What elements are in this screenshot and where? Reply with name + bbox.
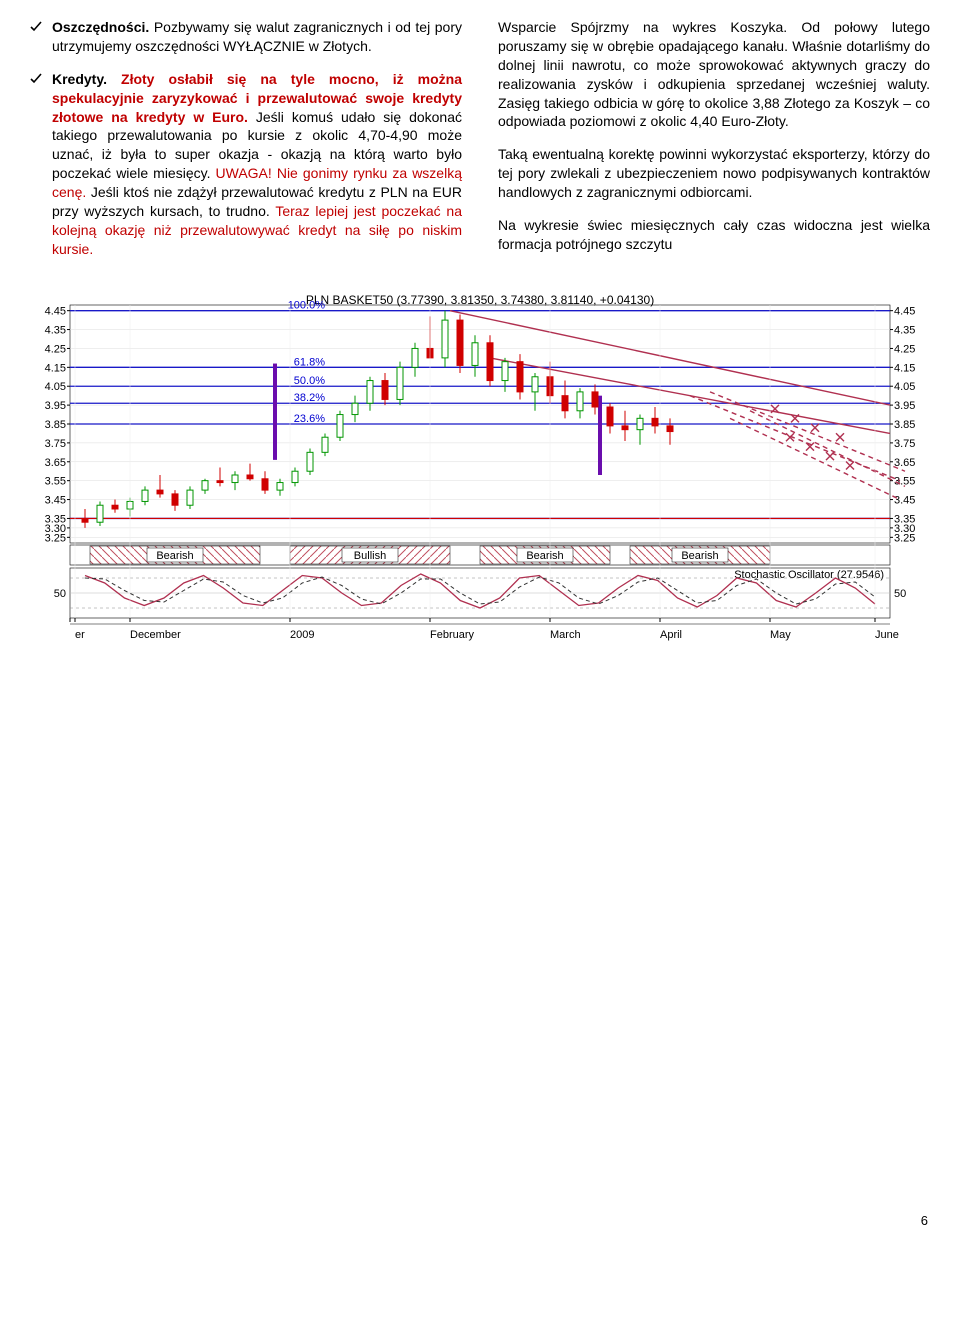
svg-text:er: er xyxy=(75,629,85,641)
svg-text:3.45: 3.45 xyxy=(45,494,66,506)
svg-text:3.45: 3.45 xyxy=(894,494,915,506)
svg-text:61.8%: 61.8% xyxy=(294,356,325,368)
svg-text:PLN BASKET50 (3.77390, 3.81350: PLN BASKET50 (3.77390, 3.81350, 3.74380,… xyxy=(306,293,654,307)
left-column: Oszczędności. Pozbywamy się walut zagran… xyxy=(30,18,462,273)
right-p1: Wsparcie Spójrzmy na wykres Koszyka. Od … xyxy=(498,18,930,131)
svg-text:2009: 2009 xyxy=(290,629,314,641)
bullet-savings: Oszczędności. Pozbywamy się walut zagran… xyxy=(30,18,462,56)
svg-text:4.35: 4.35 xyxy=(45,324,66,336)
svg-text:4.15: 4.15 xyxy=(45,362,66,374)
pln-basket-chart: 4.45 4.45 4.35 4.35 4.25 4.25 4.15 4.15 4.05 4.05… xyxy=(30,293,930,653)
svg-text:4.05: 4.05 xyxy=(45,381,66,393)
svg-text:3.55: 3.55 xyxy=(45,475,66,487)
bullet-credits-text: Kredyty. Złoty osłabił się na tyle mocno… xyxy=(52,70,462,259)
svg-text:4.05: 4.05 xyxy=(894,381,915,393)
svg-text:3.25: 3.25 xyxy=(894,532,915,544)
svg-text:4.35: 4.35 xyxy=(894,324,915,336)
svg-text:Bearish: Bearish xyxy=(526,550,563,562)
savings-lead: Oszczędności. xyxy=(52,19,149,35)
svg-text:April: April xyxy=(660,629,682,641)
check-icon xyxy=(30,18,52,56)
page-number: 6 xyxy=(30,1213,930,1228)
bullet-savings-text: Oszczędności. Pozbywamy się walut zagran… xyxy=(52,18,462,56)
bullet-credits: Kredyty. Złoty osłabił się na tyle mocno… xyxy=(30,70,462,259)
right-p2: Taką ewentualną korektę powinni wykorzys… xyxy=(498,145,930,202)
svg-text:December: December xyxy=(130,629,181,641)
svg-text:4.45: 4.45 xyxy=(894,305,915,317)
svg-text:4.15: 4.15 xyxy=(894,362,915,374)
text-columns: Oszczędności. Pozbywamy się walut zagran… xyxy=(30,18,930,273)
svg-text:23.6%: 23.6% xyxy=(294,413,325,425)
svg-text:3.65: 3.65 xyxy=(45,456,66,468)
svg-text:3.25: 3.25 xyxy=(45,532,66,544)
svg-text:Bearish: Bearish xyxy=(681,550,718,562)
svg-text:3.85: 3.85 xyxy=(45,419,66,431)
svg-text:February: February xyxy=(430,629,475,641)
svg-text:3.85: 3.85 xyxy=(894,419,915,431)
svg-text:100.0%: 100.0% xyxy=(288,299,326,311)
svg-text:4.25: 4.25 xyxy=(45,343,66,355)
svg-text:Bearish: Bearish xyxy=(156,550,193,562)
check-icon xyxy=(30,70,52,259)
svg-text:50: 50 xyxy=(894,588,906,600)
svg-text:3.75: 3.75 xyxy=(894,438,915,450)
svg-text:3.95: 3.95 xyxy=(894,400,915,412)
svg-text:May: May xyxy=(770,629,791,641)
svg-text:3.65: 3.65 xyxy=(894,456,915,468)
svg-text:March: March xyxy=(550,629,581,641)
svg-text:4.45: 4.45 xyxy=(45,305,66,317)
svg-text:3.75: 3.75 xyxy=(45,438,66,450)
svg-text:50: 50 xyxy=(54,588,66,600)
right-p3: Na wykresie świec miesięcznych cały czas… xyxy=(498,216,930,254)
svg-text:38.2%: 38.2% xyxy=(294,392,325,404)
svg-text:Bullish: Bullish xyxy=(354,550,386,562)
svg-text:3.95: 3.95 xyxy=(45,400,66,412)
right-column: Wsparcie Spójrzmy na wykres Koszyka. Od … xyxy=(498,18,930,273)
svg-text:4.25: 4.25 xyxy=(894,343,915,355)
svg-text:June: June xyxy=(875,629,899,641)
svg-text:50.0%: 50.0% xyxy=(294,375,325,387)
credits-lead: Kredyty. xyxy=(52,71,107,87)
